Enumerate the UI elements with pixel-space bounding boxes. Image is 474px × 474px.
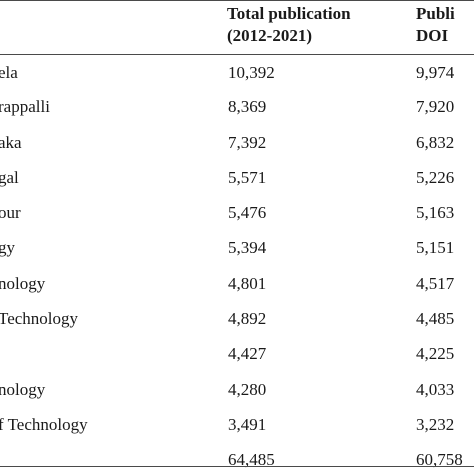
table-row-total: 64,485 60,758 — [0, 450, 474, 474]
table-row: ela 10,392 9,974 — [0, 63, 474, 97]
header-total-publication-line1: Total publication — [227, 4, 351, 23]
table-row: aka 7,392 6,832 — [0, 133, 474, 167]
row-doi-publication: 4,225 — [416, 344, 455, 363]
row-total-publication: 64,485 — [228, 450, 275, 469]
header-total-publication: Total publication (2012-2021) — [227, 3, 351, 47]
table-row: gal 5,571 5,226 — [0, 168, 474, 202]
table-row: f Technology 3,491 3,232 — [0, 415, 474, 449]
table-row: our 5,476 5,163 — [0, 203, 474, 237]
header-publication-doi-line1: Publi — [416, 4, 455, 23]
row-total-publication: 5,394 — [228, 238, 267, 257]
row-institution: rappalli — [0, 97, 50, 116]
table-row: 4,427 4,225 — [0, 344, 474, 378]
table-row: nology 4,280 4,033 — [0, 380, 474, 414]
row-total-publication: 5,476 — [228, 203, 267, 222]
row-institution: aka — [0, 133, 22, 152]
row-institution: gal — [0, 168, 19, 187]
table-header-rule — [0, 54, 474, 55]
row-institution: our — [0, 203, 21, 222]
row-institution: gy — [0, 238, 15, 257]
table-row: nology 4,801 4,517 — [0, 274, 474, 308]
row-total-publication: 4,892 — [228, 309, 267, 328]
header-publication-doi-line2: DOI — [416, 26, 449, 45]
row-doi-publication: 60,758 — [416, 450, 463, 469]
row-total-publication: 3,491 — [228, 415, 267, 434]
row-doi-publication: 5,151 — [416, 238, 455, 257]
table-top-rule — [0, 0, 474, 1]
row-total-publication: 4,427 — [228, 344, 267, 363]
row-institution: nology — [0, 274, 46, 293]
row-doi-publication: 4,485 — [416, 309, 455, 328]
row-doi-publication: 3,232 — [416, 415, 455, 434]
row-total-publication: 7,392 — [228, 133, 267, 152]
header-publication-doi: Publi DOI — [416, 3, 455, 47]
row-institution: nology — [0, 380, 46, 399]
table-row: gy 5,394 5,151 — [0, 238, 474, 272]
row-doi-publication: 4,517 — [416, 274, 455, 293]
row-institution: ela — [0, 63, 18, 82]
header-total-publication-line2: (2012-2021) — [227, 26, 312, 45]
row-doi-publication: 6,832 — [416, 133, 455, 152]
row-total-publication: 5,571 — [228, 168, 267, 187]
row-total-publication: 8,369 — [228, 97, 267, 116]
table-bottom-rule — [0, 466, 474, 467]
row-institution: f Technology — [0, 415, 88, 434]
row-total-publication: 4,801 — [228, 274, 267, 293]
row-institution: Technology — [0, 309, 79, 328]
table-row: Technology 4,892 4,485 — [0, 309, 474, 343]
row-doi-publication: 7,920 — [416, 97, 455, 116]
row-total-publication: 4,280 — [228, 380, 267, 399]
row-doi-publication: 9,974 — [416, 63, 455, 82]
row-doi-publication: 4,033 — [416, 380, 455, 399]
row-total-publication: 10,392 — [228, 63, 275, 82]
row-doi-publication: 5,226 — [416, 168, 455, 187]
table-row: rappalli 8,369 7,920 — [0, 97, 474, 131]
row-doi-publication: 5,163 — [416, 203, 455, 222]
